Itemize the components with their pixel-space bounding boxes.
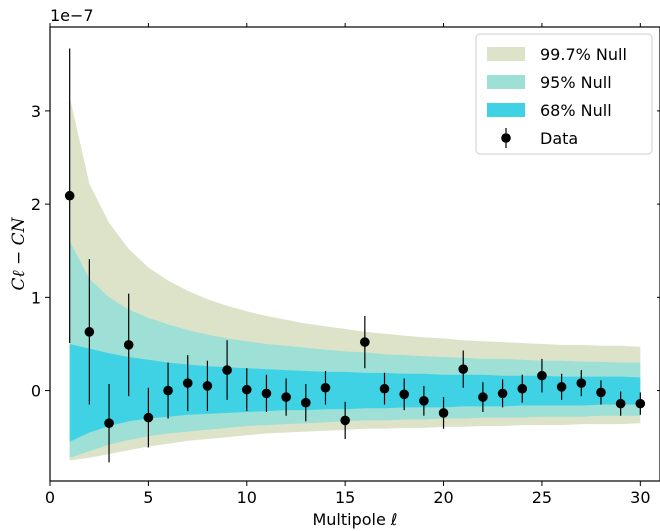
data-point bbox=[64, 190, 75, 201]
legend-swatch bbox=[487, 75, 525, 89]
x-tick-label: 20 bbox=[433, 488, 453, 507]
legend-label: 68% Null bbox=[540, 101, 612, 120]
data-point bbox=[182, 378, 193, 388]
data-point bbox=[123, 340, 134, 350]
data-point bbox=[517, 383, 528, 394]
data-point bbox=[222, 365, 232, 375]
x-tick-label: 15 bbox=[335, 488, 355, 507]
data-point bbox=[497, 388, 508, 399]
x-axis-ticks: 0 5 10 15 20 25 30 bbox=[45, 23, 651, 507]
data-point bbox=[340, 415, 350, 426]
legend-swatch bbox=[487, 103, 525, 117]
data-point bbox=[163, 385, 173, 396]
data-point bbox=[419, 396, 429, 406]
confidence-bands bbox=[69, 96, 641, 461]
data-points bbox=[64, 190, 646, 429]
data-point bbox=[301, 397, 311, 408]
data-point bbox=[379, 383, 390, 394]
y-axis-label: Cℓ − CN bbox=[9, 216, 29, 290]
legend-items: 99.7% Null 95% Null 68% Null Data bbox=[487, 45, 627, 148]
y-tick-label: 2 bbox=[31, 195, 41, 214]
x-tick-label: 5 bbox=[143, 488, 153, 507]
legend-label: Data bbox=[540, 129, 578, 148]
y-axis-ticks: 0 1 2 3 bbox=[31, 102, 660, 401]
x-tick-label: 25 bbox=[532, 488, 552, 507]
data-point bbox=[537, 370, 547, 381]
legend-label: 99.7% Null bbox=[540, 45, 627, 64]
legend: 99.7% Null 95% Null 68% Null Data bbox=[475, 33, 653, 155]
data-point bbox=[556, 382, 567, 392]
legend-label: 95% Null bbox=[540, 73, 612, 92]
data-point bbox=[360, 337, 370, 347]
data-point bbox=[458, 364, 469, 374]
x-tick-label: 0 bbox=[45, 488, 55, 507]
data-point bbox=[202, 381, 213, 391]
data-point bbox=[576, 378, 587, 388]
data-point bbox=[478, 392, 488, 402]
plot-frame bbox=[49, 26, 660, 482]
y-tick-label: 0 bbox=[31, 382, 41, 401]
legend-box bbox=[475, 33, 653, 155]
data-point bbox=[281, 392, 291, 402]
y-tick-label: 1 bbox=[31, 288, 41, 307]
data-point bbox=[320, 382, 331, 393]
data-point bbox=[438, 408, 449, 418]
y-offset-text: 1e−7 bbox=[50, 6, 94, 25]
data-point bbox=[615, 398, 626, 409]
data-point bbox=[635, 398, 646, 409]
data-point bbox=[104, 418, 114, 429]
data-point bbox=[84, 327, 95, 337]
data-point bbox=[596, 387, 606, 398]
legend-swatch bbox=[487, 47, 525, 61]
data-point bbox=[261, 388, 272, 399]
band-2 bbox=[69, 344, 641, 442]
y-tick-label: 3 bbox=[31, 102, 41, 121]
legend-marker bbox=[501, 133, 511, 143]
data-point bbox=[241, 384, 252, 395]
data-point bbox=[399, 389, 409, 400]
x-tick-label: 30 bbox=[630, 488, 650, 507]
x-tick-label: 10 bbox=[237, 488, 257, 507]
x-axis-label: Multipole ℓ bbox=[312, 510, 397, 529]
data-point bbox=[143, 412, 154, 423]
